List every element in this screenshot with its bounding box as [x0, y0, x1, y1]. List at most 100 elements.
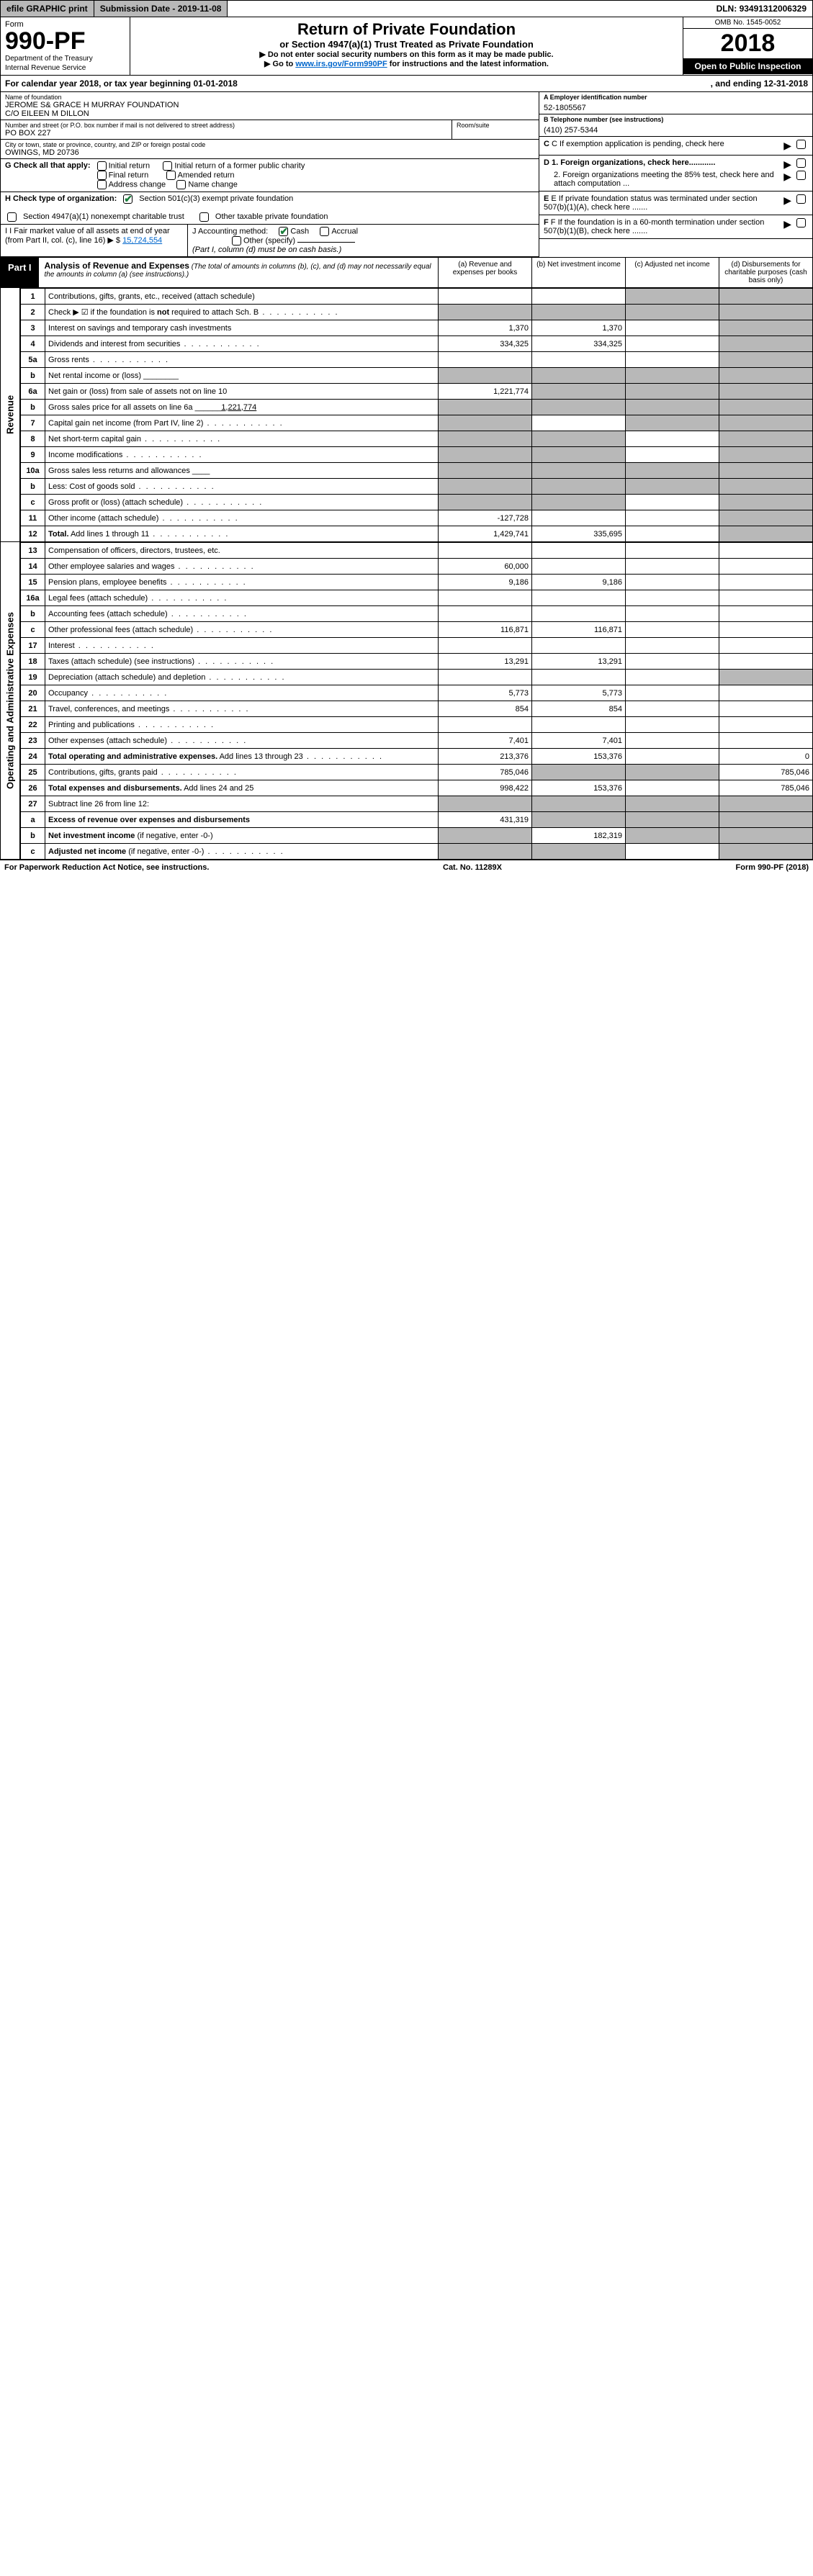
amount-cell	[626, 780, 719, 796]
initial-return-label: Initial return	[109, 161, 150, 170]
amount-cell: 785,046	[719, 780, 813, 796]
name-change-label: Name change	[188, 180, 238, 189]
amount-cell: 116,871	[532, 622, 626, 638]
amount-cell: 153,376	[532, 780, 626, 796]
col-b-header: (b) Net investment income	[531, 258, 625, 287]
efile-print-button[interactable]: efile GRAPHIC print	[1, 1, 94, 17]
j-cash-checkbox[interactable]	[279, 227, 288, 236]
h-4947-checkbox[interactable]	[7, 212, 17, 222]
amount-cell	[626, 765, 719, 780]
line-description: Pension plans, employee benefits	[45, 575, 439, 590]
amount-cell	[719, 717, 813, 733]
amended-return-checkbox[interactable]	[166, 171, 176, 180]
initial-former-checkbox[interactable]	[163, 161, 172, 171]
amount-cell	[626, 701, 719, 717]
amount-cell	[626, 654, 719, 670]
revenue-table: 1Contributions, gifts, grants, etc., rec…	[20, 288, 813, 542]
amount-cell	[626, 717, 719, 733]
amount-cell	[532, 463, 626, 479]
amount-cell	[626, 368, 719, 384]
amount-cell: 998,422	[439, 780, 532, 796]
info-right: A Employer identification number 52-1805…	[539, 92, 812, 257]
j-other-checkbox[interactable]	[232, 236, 241, 246]
table-row: 21Travel, conferences, and meetings85485…	[21, 701, 813, 717]
line-description: Subtract line 26 from line 12:	[45, 796, 439, 812]
table-row: 7Capital gain net income (from Part IV, …	[21, 415, 813, 431]
table-row: cOther professional fees (attach schedul…	[21, 622, 813, 638]
f-checkbox[interactable]	[796, 218, 806, 228]
h-501c3-checkbox[interactable]	[123, 194, 132, 204]
col-a-header: (a) Revenue and expenses per books	[438, 258, 531, 287]
part1-header: Part I Analysis of Revenue and Expenses …	[0, 257, 813, 288]
info-left: Name of foundation JEROME S& GRACE H MUR…	[1, 92, 539, 257]
amount-cell	[532, 606, 626, 622]
room-label: Room/suite	[457, 122, 534, 129]
foundation-name-cell: Name of foundation JEROME S& GRACE H MUR…	[1, 92, 539, 120]
amount-cell	[439, 289, 532, 305]
amount-cell: 116,871	[439, 622, 532, 638]
foundation-name-2: C/O EILEEN M DILLON	[5, 109, 534, 118]
name-change-checkbox[interactable]	[176, 180, 186, 189]
d2-checkbox[interactable]	[796, 171, 806, 180]
table-row: 18Taxes (attach schedule) (see instructi…	[21, 654, 813, 670]
j-note: (Part I, column (d) must be on cash basi…	[192, 246, 341, 254]
e-terminated-row: E E If private foundation status was ter…	[539, 192, 812, 215]
line-description: Total expenses and disbursements. Add li…	[45, 780, 439, 796]
line-number: 14	[21, 559, 45, 575]
amount-cell	[532, 812, 626, 828]
e-checkbox[interactable]	[796, 194, 806, 204]
amount-cell: -127,728	[439, 510, 532, 526]
line-description: Taxes (attach schedule) (see instruction…	[45, 654, 439, 670]
table-row: 15Pension plans, employee benefits9,1869…	[21, 575, 813, 590]
address-change-checkbox[interactable]	[97, 180, 107, 189]
amount-cell	[439, 447, 532, 463]
d1-checkbox[interactable]	[796, 158, 806, 168]
amount-cell	[532, 765, 626, 780]
line-description: Gross sales price for all assets on line…	[45, 400, 439, 415]
line-description: Contributions, gifts, grants, etc., rece…	[45, 289, 439, 305]
amount-cell	[719, 733, 813, 749]
line-number: 4	[21, 336, 45, 352]
form-number: 990-PF	[5, 29, 125, 53]
amount-cell	[719, 812, 813, 828]
j-accrual-checkbox[interactable]	[320, 227, 329, 236]
table-row: 22Printing and publications	[21, 717, 813, 733]
j-other-fill	[297, 242, 355, 243]
i-cell: I I Fair market value of all assets at e…	[1, 225, 188, 256]
amount-cell	[719, 590, 813, 606]
final-return-label: Final return	[109, 171, 149, 179]
amount-cell	[532, 796, 626, 812]
table-row: bGross sales price for all assets on lin…	[21, 400, 813, 415]
amount-cell	[439, 590, 532, 606]
line-description: Other income (attach schedule)	[45, 510, 439, 526]
irs-form-link[interactable]: www.irs.gov/Form990PF	[295, 60, 387, 68]
final-return-checkbox[interactable]	[97, 171, 107, 180]
amount-cell: 334,325	[439, 336, 532, 352]
amount-cell: 334,325	[532, 336, 626, 352]
amount-cell	[626, 622, 719, 638]
instr2-pre: ▶ Go to	[264, 60, 295, 68]
ein-cell: A Employer identification number 52-1805…	[539, 92, 812, 114]
line-number: 13	[21, 543, 45, 559]
ein-value: 52-1805567	[544, 104, 808, 112]
initial-return-checkbox[interactable]	[97, 161, 107, 171]
line-number: 20	[21, 685, 45, 701]
dept-irs: Internal Revenue Service	[5, 64, 125, 72]
c-checkbox[interactable]	[796, 140, 806, 149]
amount-cell	[719, 305, 813, 320]
amount-cell	[626, 590, 719, 606]
line-number: 12	[21, 526, 45, 542]
amount-cell: 1,370	[439, 320, 532, 336]
table-row: 6aNet gain or (loss) from sale of assets…	[21, 384, 813, 400]
h-other-checkbox[interactable]	[199, 212, 209, 222]
tax-year: 2018	[683, 29, 812, 58]
table-row: 16aLegal fees (attach schedule)	[21, 590, 813, 606]
foundation-name-1: JEROME S& GRACE H MURRAY FOUNDATION	[5, 101, 534, 109]
line-description: Gross profit or (loss) (attach schedule)	[45, 495, 439, 510]
table-row: 24Total operating and administrative exp…	[21, 749, 813, 765]
line-description: Legal fees (attach schedule)	[45, 590, 439, 606]
line-number: b	[21, 606, 45, 622]
line-description: Adjusted net income (if negative, enter …	[45, 844, 439, 860]
line-number: 9	[21, 447, 45, 463]
arrow-icon: ▶	[781, 218, 794, 230]
